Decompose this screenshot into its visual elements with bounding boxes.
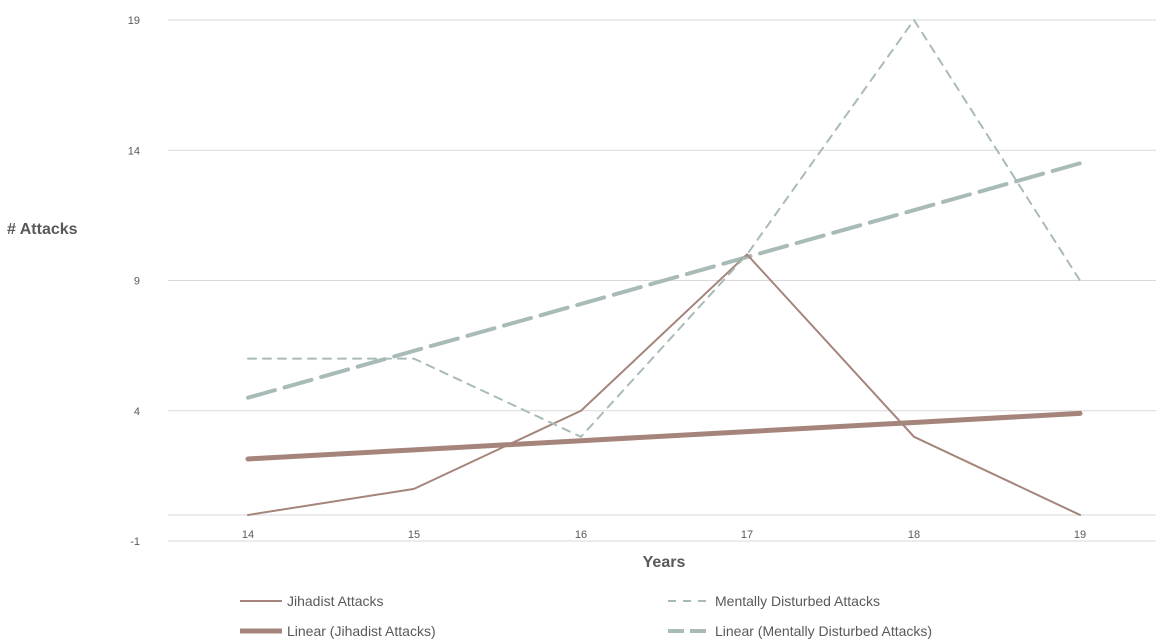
y-tick-label: 4	[134, 406, 140, 418]
series	[245, 19, 1083, 516]
legend: Jihadist Attacks Mentally Disturbed Attac…	[240, 593, 932, 639]
axes: -1 4 9 14 19 14 15 16 17 18 19 Years # Attacks	[7, 15, 1156, 571]
x-axis-title: Years	[643, 554, 686, 571]
series-line-0	[247, 253, 1081, 516]
y-tick-label: -1	[130, 536, 140, 548]
legend-label: Mentally Disturbed Attacks	[715, 593, 880, 609]
x-tick-label: 15	[408, 529, 420, 541]
series-line-2	[245, 410, 1083, 462]
x-tick-label: 17	[741, 529, 753, 541]
x-tick-label: 18	[908, 529, 920, 541]
legend-label: Linear (Mentally Disturbed Attacks)	[715, 623, 932, 639]
legend-label: Jihadist Attacks	[287, 593, 384, 609]
y-tick-label: 9	[134, 276, 140, 288]
y-tick-label: 14	[128, 145, 140, 157]
legend-label: Linear (Jihadist Attacks)	[287, 623, 436, 639]
x-tick-label: 16	[575, 529, 587, 541]
x-tick-label: 14	[242, 529, 254, 541]
series-line-1	[247, 19, 1081, 438]
y-axis-title: # Attacks	[7, 221, 78, 238]
x-tick-label: 19	[1074, 529, 1086, 541]
y-tick-label: 19	[128, 15, 140, 27]
